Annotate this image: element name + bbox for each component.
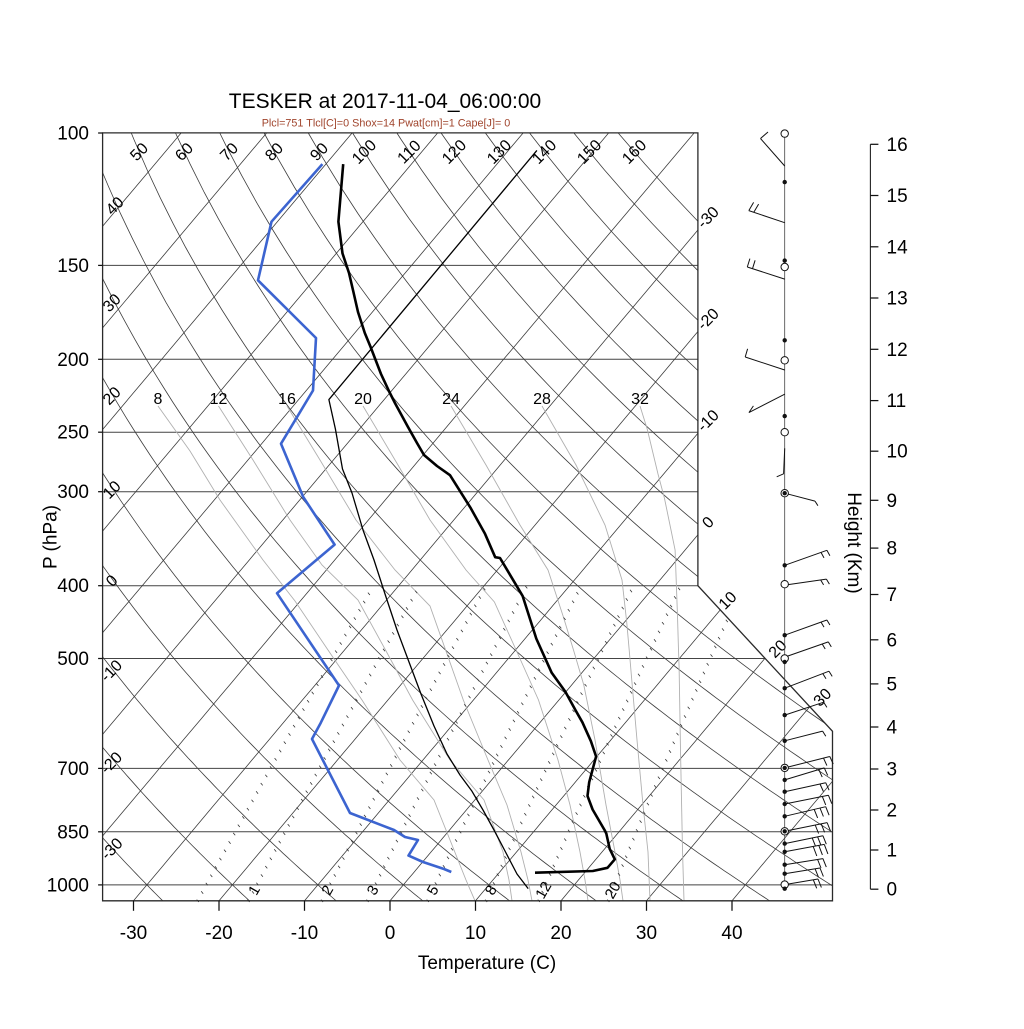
svg-text:10: 10 xyxy=(465,923,486,944)
svg-text:150: 150 xyxy=(57,256,89,277)
svg-text:1: 1 xyxy=(887,841,898,862)
svg-text:11: 11 xyxy=(887,391,907,412)
svg-text:0: 0 xyxy=(887,880,898,901)
svg-text:0: 0 xyxy=(385,923,396,944)
svg-text:7: 7 xyxy=(887,585,898,606)
svg-text:12: 12 xyxy=(210,391,228,408)
svg-text:20: 20 xyxy=(550,923,571,944)
svg-text:200: 200 xyxy=(57,350,89,371)
svg-text:16: 16 xyxy=(887,135,908,156)
svg-text:20: 20 xyxy=(354,391,372,408)
svg-text:500: 500 xyxy=(57,649,89,670)
svg-text:-10: -10 xyxy=(291,923,318,944)
svg-text:400: 400 xyxy=(57,576,89,597)
svg-text:-20: -20 xyxy=(205,923,232,944)
svg-text:14: 14 xyxy=(887,237,909,258)
svg-text:P (hPa): P (hPa) xyxy=(41,505,62,569)
svg-text:32: 32 xyxy=(631,391,649,408)
svg-text:8: 8 xyxy=(154,391,163,408)
svg-text:100: 100 xyxy=(57,124,89,145)
svg-text:850: 850 xyxy=(57,822,89,843)
svg-text:12: 12 xyxy=(532,879,555,902)
svg-text:15: 15 xyxy=(887,186,908,207)
svg-text:1000: 1000 xyxy=(47,875,89,896)
svg-text:Plcl=751 Tlcl[C]=0 Shox=14 Pwa: Plcl=751 Tlcl[C]=0 Shox=14 Pwat[cm]=1 Ca… xyxy=(262,118,511,130)
svg-text:TESKER at 2017-11-04_06:00:00: TESKER at 2017-11-04_06:00:00 xyxy=(229,90,542,113)
svg-text:3: 3 xyxy=(887,760,898,781)
svg-text:250: 250 xyxy=(57,423,89,444)
svg-text:8: 8 xyxy=(887,539,898,560)
svg-text:20: 20 xyxy=(602,879,625,902)
svg-text:300: 300 xyxy=(57,482,89,503)
svg-text:16: 16 xyxy=(278,391,296,408)
svg-text:40: 40 xyxy=(721,923,742,944)
svg-text:Temperature (C): Temperature (C) xyxy=(418,953,556,974)
svg-text:4: 4 xyxy=(887,718,898,739)
svg-text:9: 9 xyxy=(887,491,898,512)
svg-text:5: 5 xyxy=(887,674,898,695)
svg-text:2: 2 xyxy=(887,801,898,822)
svg-text:Height (Km): Height (Km) xyxy=(843,492,864,593)
svg-text:700: 700 xyxy=(57,759,89,780)
svg-text:12: 12 xyxy=(887,340,908,361)
svg-text:6: 6 xyxy=(887,630,898,651)
svg-text:13: 13 xyxy=(887,289,908,310)
svg-text:28: 28 xyxy=(533,391,551,408)
svg-text:30: 30 xyxy=(636,923,657,944)
svg-text:10: 10 xyxy=(887,442,908,463)
svg-text:24: 24 xyxy=(442,391,460,408)
svg-text:-30: -30 xyxy=(120,923,147,944)
